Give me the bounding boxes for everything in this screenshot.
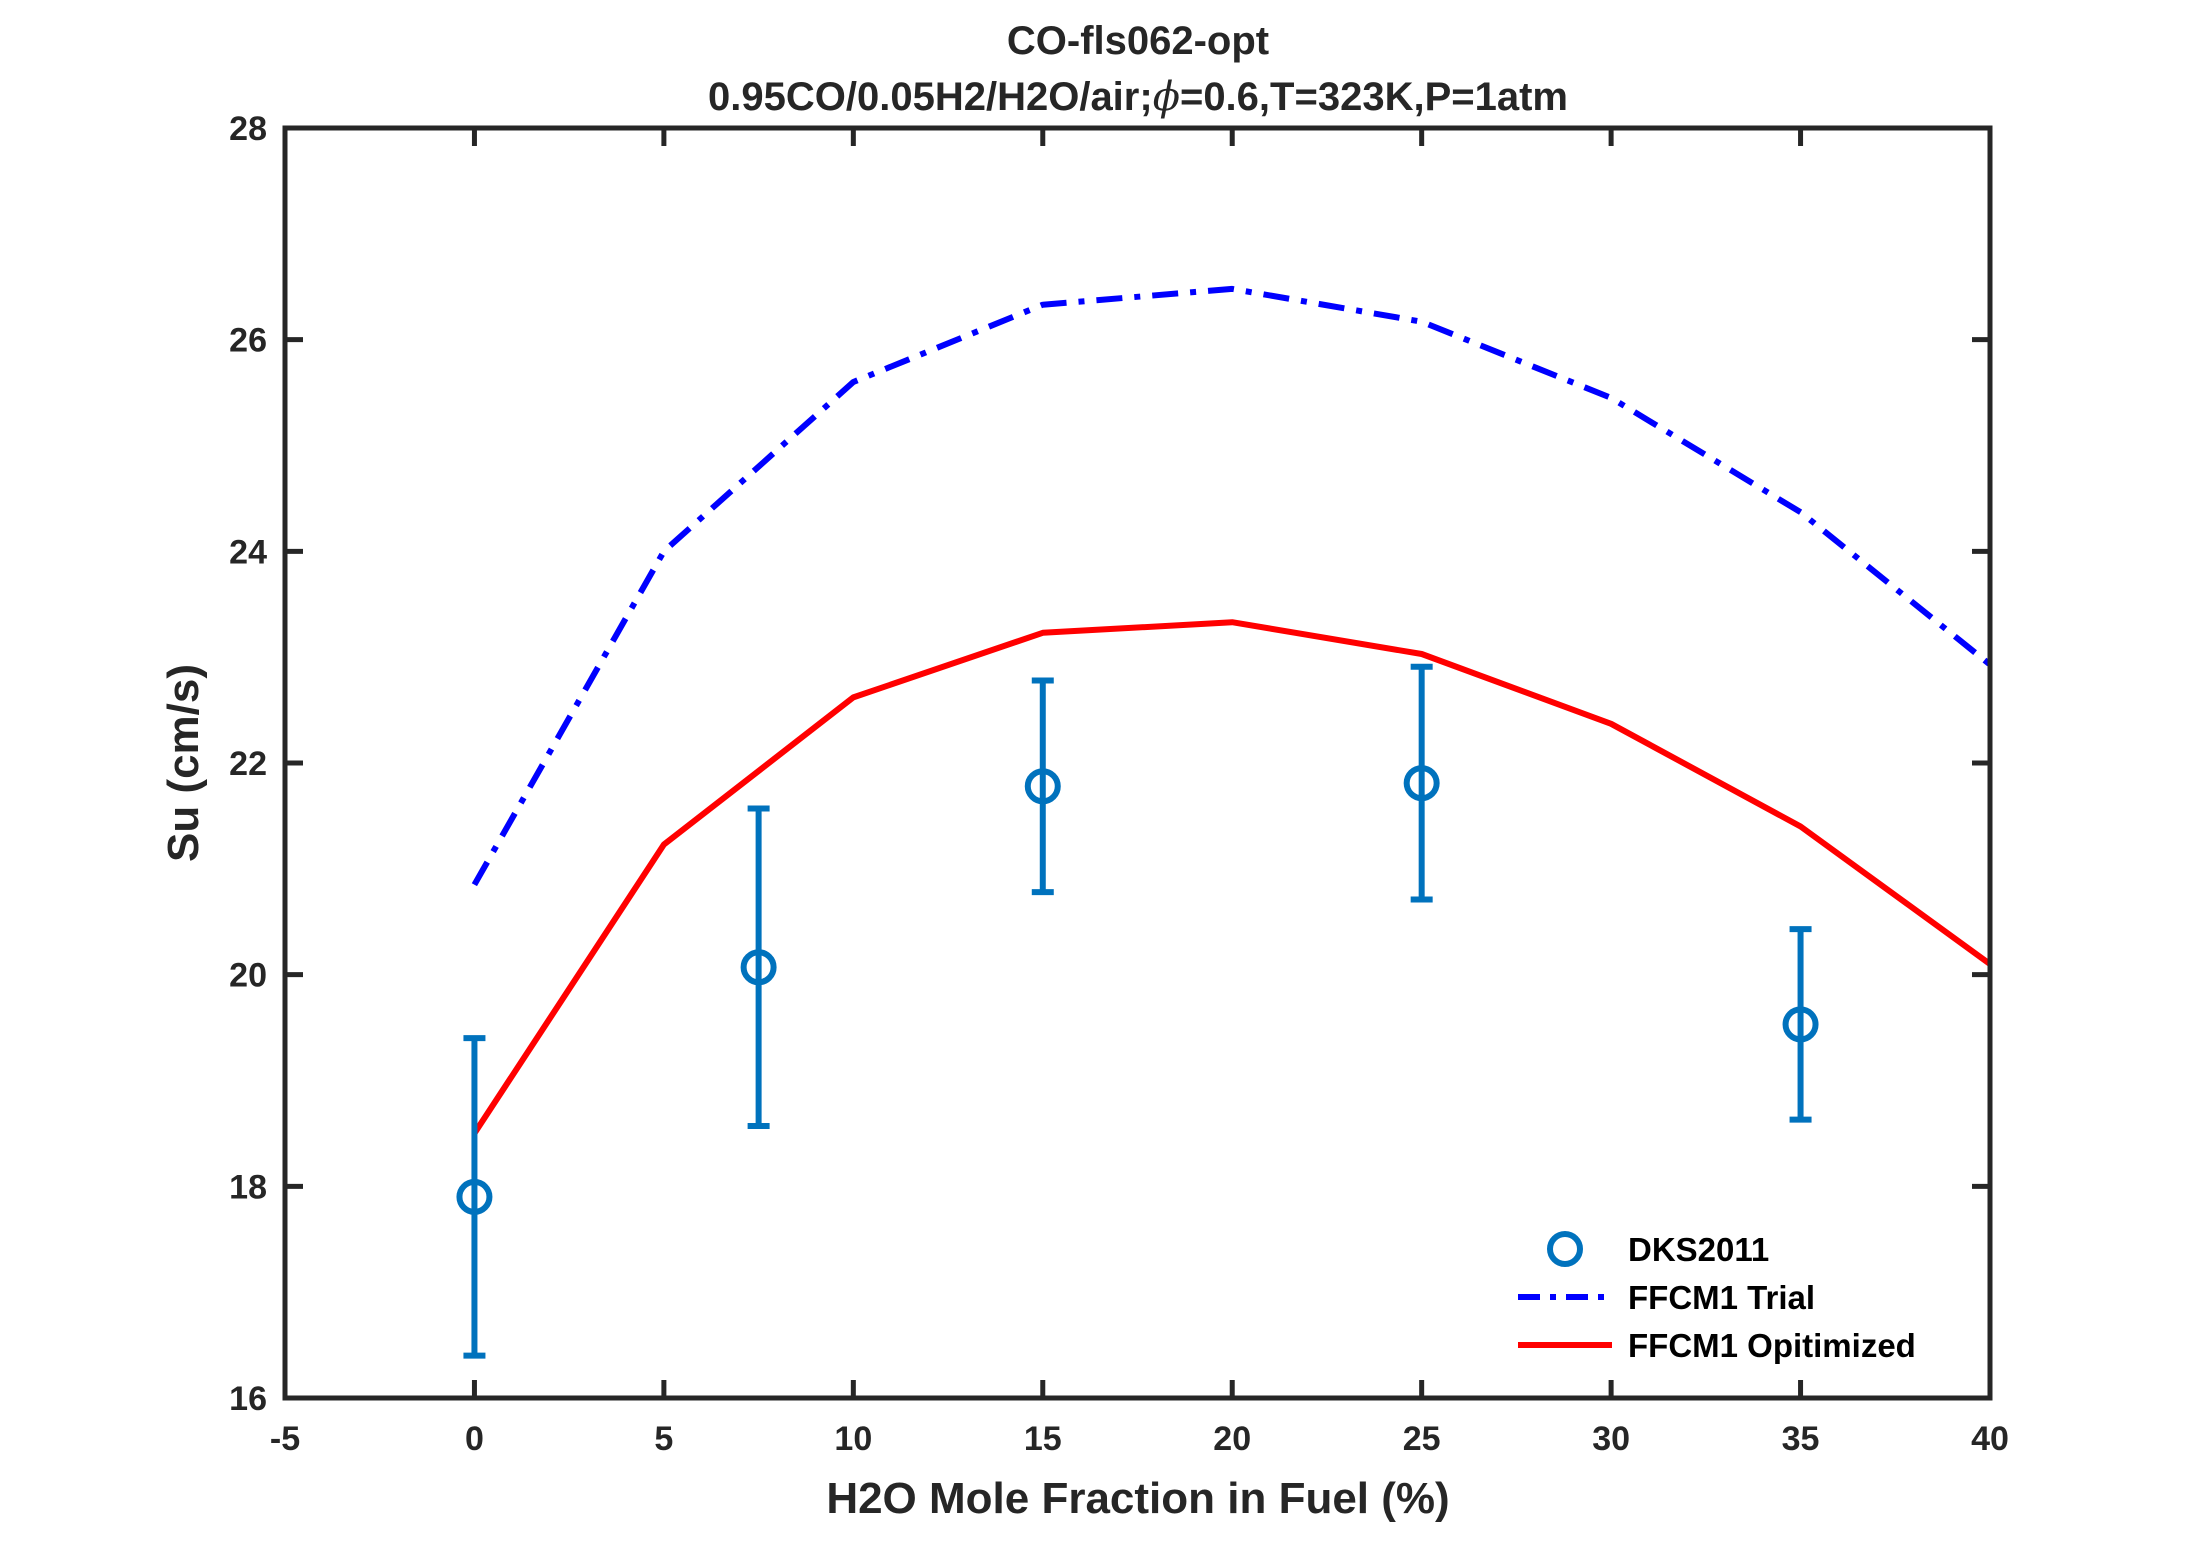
y-tick-label: 20: [229, 957, 267, 995]
x-tick-label: 40: [1971, 1420, 2009, 1458]
axis-ticks: -5 0 5 10 15 20 25 30 35 40 16 18 20 22 24 26 28: [229, 110, 2009, 1458]
x-tick-label: 30: [1592, 1420, 1630, 1458]
y-tick-label: 16: [229, 1380, 267, 1418]
legend-label: FFCM1 Opitimized: [1628, 1327, 1916, 1364]
plot-content: [456, 285, 1990, 1359]
data-point: [1024, 768, 1061, 805]
legend: DKS2011 FFCM1 Trial FFCM1 Opitimized: [1518, 1231, 1916, 1364]
x-tick-label: -5: [270, 1420, 300, 1458]
legend-marker-circle: [1547, 1231, 1583, 1267]
data-point: [1782, 1006, 1819, 1043]
y-tick-label: 26: [229, 322, 267, 360]
x-axis-label: H2O Mole Fraction in Fuel (%): [826, 1474, 1449, 1523]
x-tick-label: 10: [834, 1420, 872, 1458]
legend-item: DKS2011: [1547, 1231, 1769, 1268]
y-tick-label: 24: [229, 533, 267, 571]
x-tick-label: 5: [654, 1420, 673, 1458]
legend-item: FFCM1 Trial: [1518, 1279, 1815, 1316]
data-point: [740, 949, 777, 986]
series-line-ffcm1-opitimized: [471, 619, 1990, 1136]
y-tick-label: 28: [229, 110, 267, 148]
legend-label: DKS2011: [1628, 1231, 1769, 1268]
x-tick-label: 0: [465, 1420, 484, 1458]
y-tick-label: 22: [229, 745, 267, 783]
x-tick-label: 25: [1403, 1420, 1441, 1458]
series-line-ffcm1-trial: [471, 285, 1990, 887]
x-tick-label: 15: [1024, 1420, 1062, 1458]
subtitle-prefix: 0.95CO/0.05H2/H2O/air;: [708, 75, 1153, 119]
legend-label: FFCM1 Trial: [1628, 1279, 1815, 1316]
y-axis-label: Su (cm/s): [159, 664, 208, 862]
data-point: [1403, 765, 1440, 802]
data-point: [456, 1178, 493, 1215]
chart-subtitle: 0.95CO/0.05H2/H2O/air;ϕ=0.6,T=323K,P=1at…: [708, 74, 1568, 120]
x-tick-label: 35: [1782, 1420, 1820, 1458]
y-tick-label: 18: [229, 1168, 267, 1206]
subtitle-suffix: =0.6,T=323K,P=1atm: [1180, 75, 1568, 119]
legend-item: FFCM1 Opitimized: [1518, 1327, 1916, 1364]
subtitle-phi: ϕ: [1153, 74, 1180, 120]
chart-title: CO-fls062-opt: [1007, 19, 1269, 63]
x-tick-label: 20: [1213, 1420, 1251, 1458]
